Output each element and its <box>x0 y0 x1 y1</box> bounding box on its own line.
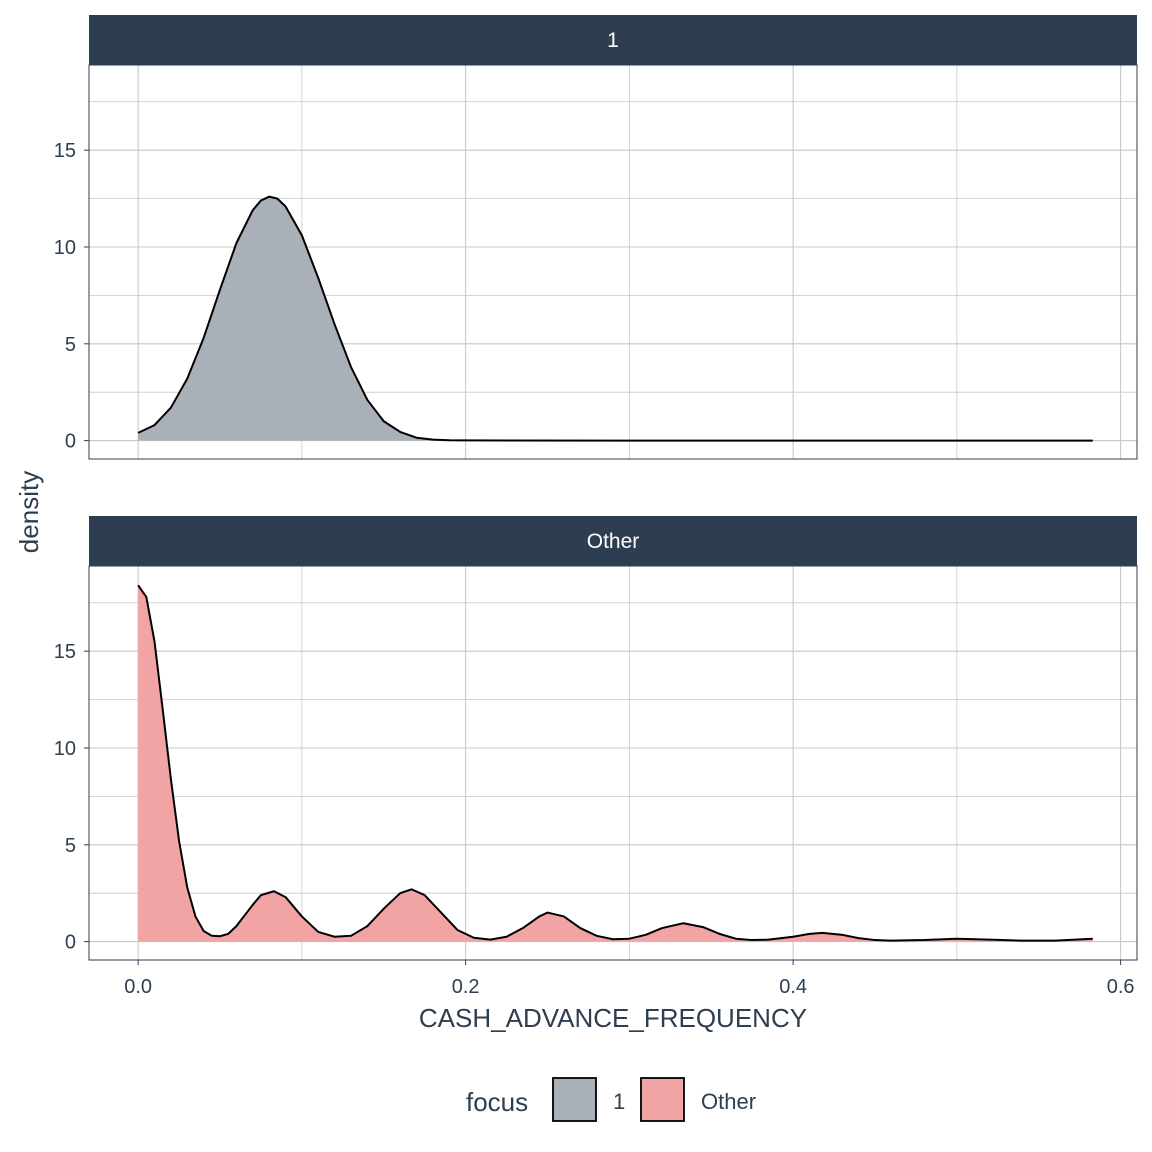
y-axis-title: density <box>14 471 44 553</box>
x-axis-title: CASH_ADVANCE_FREQUENCY <box>419 1003 807 1033</box>
density-area-0 <box>138 196 1093 441</box>
y-tick-label: 0 <box>65 932 76 954</box>
facet-panel-0 <box>84 15 1138 460</box>
legend-label: Other <box>701 1089 756 1114</box>
legend-key-0 <box>552 1077 597 1122</box>
facet-strip-label: 1 <box>607 29 619 52</box>
y-tick-label: 5 <box>65 835 76 857</box>
y-tick-label: 10 <box>54 237 76 259</box>
density-area-1 <box>138 585 1093 942</box>
y-tick-label: 15 <box>54 641 76 663</box>
facet-strip-label: Other <box>587 530 640 553</box>
x-tick-label: 0.2 <box>452 976 480 998</box>
y-tick-label: 0 <box>65 431 76 453</box>
y-tick-label: 10 <box>54 738 76 760</box>
facet-strip <box>89 15 1137 65</box>
legend-title: focus <box>466 1087 528 1117</box>
y-tick-label: 15 <box>54 140 76 162</box>
legend-label: 1 <box>613 1089 625 1114</box>
panel-border <box>88 565 1138 961</box>
facet-panel-1 <box>84 516 1138 961</box>
facet-strip <box>89 516 1137 566</box>
y-tick-label: 5 <box>65 334 76 356</box>
density-line-0 <box>137 195 1093 442</box>
legend: focus 1 Other <box>466 1077 756 1122</box>
legend-key-1 <box>640 1077 685 1122</box>
x-tick-label: 0.0 <box>124 976 152 998</box>
density-line-1 <box>137 584 1093 942</box>
x-tick-label: 0.4 <box>779 976 807 998</box>
x-tick-label: 0.6 <box>1107 976 1135 998</box>
